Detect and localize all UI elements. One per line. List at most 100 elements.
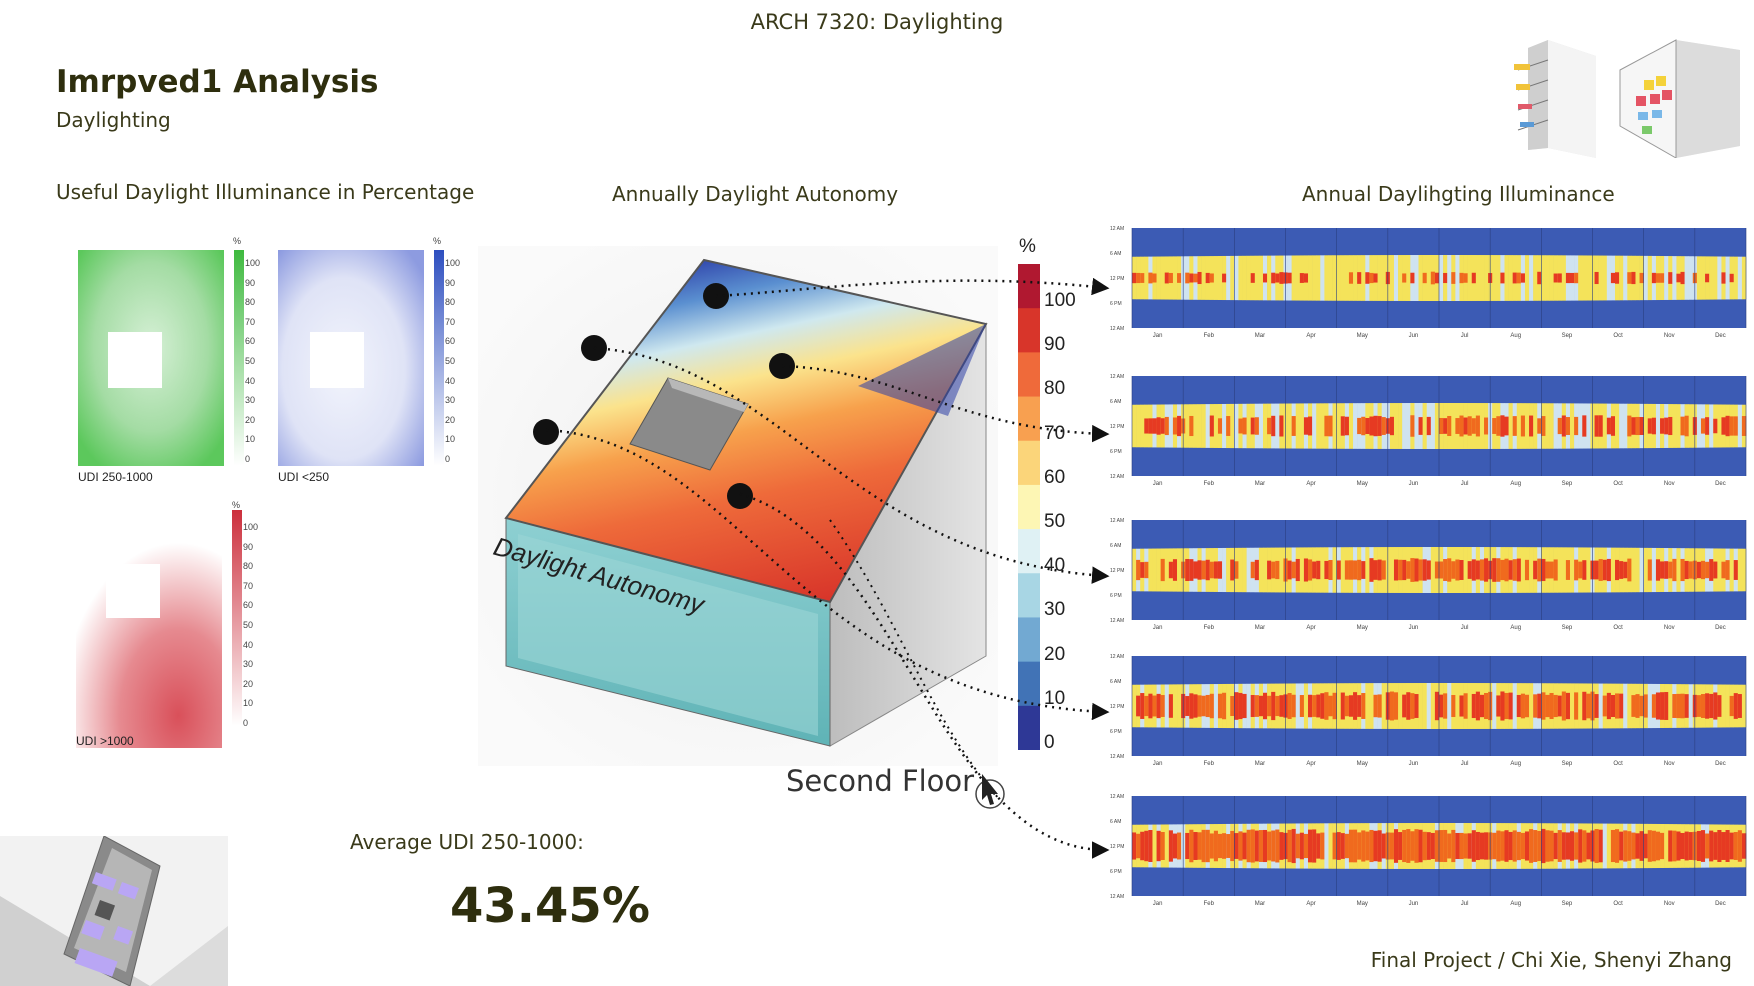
month-label: Sep — [1562, 761, 1573, 767]
annual-illuminance-chart: Jan Feb Mar Apr May Jun Jul Aug Sep Oct Nov Dec 12 A… — [1110, 374, 1747, 487]
floor-plan-thumbnail — [0, 836, 228, 986]
building-thumbnail-2 — [1616, 30, 1746, 158]
time-label: 12 AM — [1110, 894, 1124, 900]
udi-scale-tick: 40 — [445, 375, 456, 386]
colorbar-tick: 40 — [1044, 555, 1066, 577]
month-label: Mar — [1255, 481, 1265, 487]
time-label: 6 AM — [1110, 399, 1121, 405]
colorbar-tick: 10 — [1044, 687, 1066, 709]
time-label: 6 PM — [1110, 449, 1122, 455]
month-label: Nov — [1664, 901, 1675, 907]
time-label: 12 AM — [1110, 474, 1124, 480]
month-label: Oct — [1613, 481, 1623, 487]
udi-scale-tick: 10 — [243, 698, 254, 709]
colorbar-segment — [1018, 396, 1040, 442]
udi-scale-tick: 40 — [243, 639, 254, 650]
month-label: Jan — [1153, 761, 1163, 767]
udi-scale-tick: 70 — [243, 580, 254, 591]
udi-label-under-250: UDI <250 — [278, 470, 330, 484]
colorbar-segment — [1018, 529, 1040, 574]
month-label: Jan — [1153, 481, 1163, 487]
time-label: 12 PM — [1110, 568, 1124, 574]
project-credits: Final Project / Chi Xie, Shenyi Zhang — [1370, 948, 1732, 972]
colorbar-tick: 80 — [1044, 378, 1066, 400]
time-label: 6 AM — [1110, 819, 1121, 825]
month-label: Feb — [1204, 333, 1215, 339]
annual-illuminance-chart: Jan Feb Mar Apr May Jun Jul Aug Sep Oct Nov Dec 12 A… — [1110, 654, 1747, 767]
colorbar-tick: 0 — [1044, 732, 1055, 753]
annual-illuminance-charts: Jan Feb Mar Apr May Jun Jul Aug Sep Oct Nov Dec 12 A… — [1108, 218, 1748, 918]
time-label: 6 PM — [1110, 593, 1122, 599]
udi-scale-tick: 0 — [445, 454, 451, 464]
daylight-autonomy-model: Daylight Autonomy — [478, 246, 998, 766]
month-label: Apr — [1306, 625, 1315, 631]
colorbar-tick: 30 — [1044, 599, 1066, 621]
colorbar-segment — [1018, 440, 1040, 486]
month-label: Feb — [1204, 625, 1215, 631]
month-label: Feb — [1204, 901, 1215, 907]
udi-unit-2: % — [433, 236, 442, 246]
month-label: Jul — [1461, 481, 1469, 487]
udi-unit-1: % — [233, 236, 242, 246]
time-label: 6 AM — [1110, 679, 1121, 685]
udi-scale-tick: 90 — [445, 277, 456, 288]
time-label: 12 AM — [1110, 794, 1124, 800]
time-label: 12 AM — [1110, 754, 1124, 760]
udi-scale-tick: 30 — [243, 659, 254, 670]
month-label: Jan — [1153, 625, 1163, 631]
udi-scale-tick: 80 — [445, 297, 456, 308]
month-label: Mar — [1255, 625, 1265, 631]
month-label: Jul — [1461, 625, 1469, 631]
month-label: Nov — [1664, 333, 1675, 339]
average-udi-label: Average UDI 250-1000: — [350, 830, 584, 854]
month-label: Jan — [1153, 901, 1163, 907]
udi-unit-3: % — [232, 500, 241, 510]
month-label: Aug — [1510, 761, 1521, 767]
month-label: Dec — [1715, 901, 1726, 907]
udi-scale-tick: 50 — [245, 356, 256, 366]
month-label: Apr — [1306, 481, 1315, 487]
month-label: May — [1357, 481, 1368, 487]
annual-illuminance-chart: Jan Feb Mar Apr May Jun Jul Aug Sep Oct Nov Dec 12 A… — [1110, 794, 1747, 907]
month-label: May — [1357, 625, 1368, 631]
month-label: Sep — [1562, 333, 1573, 339]
month-label: Feb — [1204, 481, 1215, 487]
colorbar-segment — [1018, 573, 1040, 618]
udi-label-over-1000: UDI >1000 — [76, 734, 134, 748]
month-label: Oct — [1613, 901, 1623, 907]
month-label: Dec — [1715, 481, 1726, 487]
second-floor-label: Second Floor — [786, 764, 975, 798]
udi-scale-tick: 90 — [243, 541, 254, 552]
month-label: Aug — [1510, 333, 1521, 339]
month-label: Mar — [1255, 761, 1265, 767]
time-label: 6 PM — [1110, 869, 1122, 875]
time-label: 12 PM — [1110, 424, 1124, 430]
building-thumbnail-1 — [1478, 30, 1608, 158]
udi-scale-tick: 10 — [445, 434, 456, 445]
udi-scale-tick: 30 — [445, 395, 456, 406]
udi-scale-tick: 0 — [243, 718, 249, 728]
month-label: Dec — [1715, 625, 1726, 631]
month-label: Dec — [1715, 761, 1726, 767]
month-label: Sep — [1562, 625, 1573, 631]
month-label: Oct — [1613, 761, 1623, 767]
time-label: 12 AM — [1110, 518, 1124, 524]
month-label: Jun — [1409, 481, 1419, 487]
colorbar-tick: 60 — [1044, 466, 1066, 488]
udi-scale-tick: 100 — [243, 522, 259, 532]
annual-illuminance-chart: Jan Feb Mar Apr May Jun Jul Aug Sep Oct Nov Dec 12 A… — [1110, 226, 1747, 339]
udi-scale-tick: 70 — [445, 316, 456, 327]
colorbar-tick: 100 — [1044, 290, 1076, 311]
month-label: Mar — [1255, 901, 1265, 907]
month-label: Jun — [1409, 333, 1419, 339]
month-label: Jun — [1409, 625, 1419, 631]
month-label: Feb — [1204, 761, 1215, 767]
month-label: Aug — [1510, 481, 1521, 487]
time-label: 12 AM — [1110, 618, 1124, 624]
time-label: 12 PM — [1110, 704, 1124, 710]
month-label: Jun — [1409, 761, 1419, 767]
month-label: Aug — [1510, 625, 1521, 631]
month-label: Nov — [1664, 481, 1675, 487]
colorbar-segment — [1018, 352, 1040, 398]
